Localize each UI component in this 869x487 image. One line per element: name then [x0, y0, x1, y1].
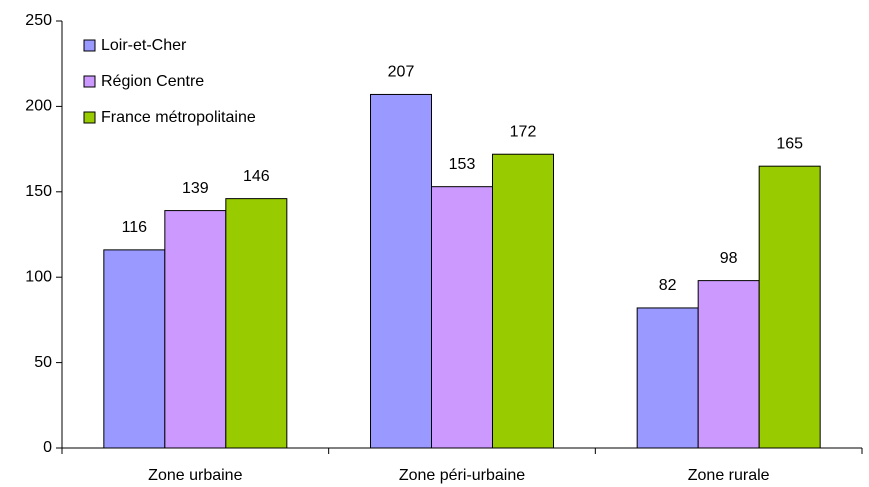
y-tick-label: 0: [43, 439, 52, 456]
bar: [164, 210, 227, 449]
data-label: 165: [776, 135, 803, 152]
x-tick-label: Zone urbaine: [148, 467, 242, 484]
bar: [636, 307, 699, 449]
y-tick-label: 250: [25, 12, 52, 29]
bar: [697, 280, 760, 449]
data-label: 139: [182, 180, 209, 197]
bar: [431, 186, 493, 449]
legend-swatch: [83, 39, 96, 52]
y-tick-label: 100: [25, 268, 52, 285]
legend-label: Région Centre: [101, 73, 204, 90]
legend-label: France métropolitaine: [101, 109, 256, 126]
bar: [370, 93, 432, 449]
x-tick-label: Zone péri-urbaine: [399, 467, 525, 484]
data-label: 172: [510, 123, 537, 140]
legend-swatch: [83, 111, 96, 124]
data-label: 146: [243, 168, 270, 185]
legend-label: Loir-et-Cher: [101, 37, 187, 54]
data-label: 98: [720, 250, 738, 267]
y-tick-label: 50: [34, 354, 52, 371]
bar: [492, 153, 554, 449]
x-tick-label: Zone rurale: [688, 467, 770, 484]
bar: [103, 249, 166, 449]
y-tick-label: 150: [25, 183, 52, 200]
legend-swatch: [83, 75, 96, 88]
data-label: 82: [659, 277, 677, 294]
data-label: 207: [388, 64, 415, 81]
data-label: 153: [449, 156, 476, 173]
bar: [758, 165, 821, 449]
data-label: 116: [122, 219, 148, 236]
y-tick-label: 200: [25, 98, 52, 115]
bar: [225, 198, 288, 449]
